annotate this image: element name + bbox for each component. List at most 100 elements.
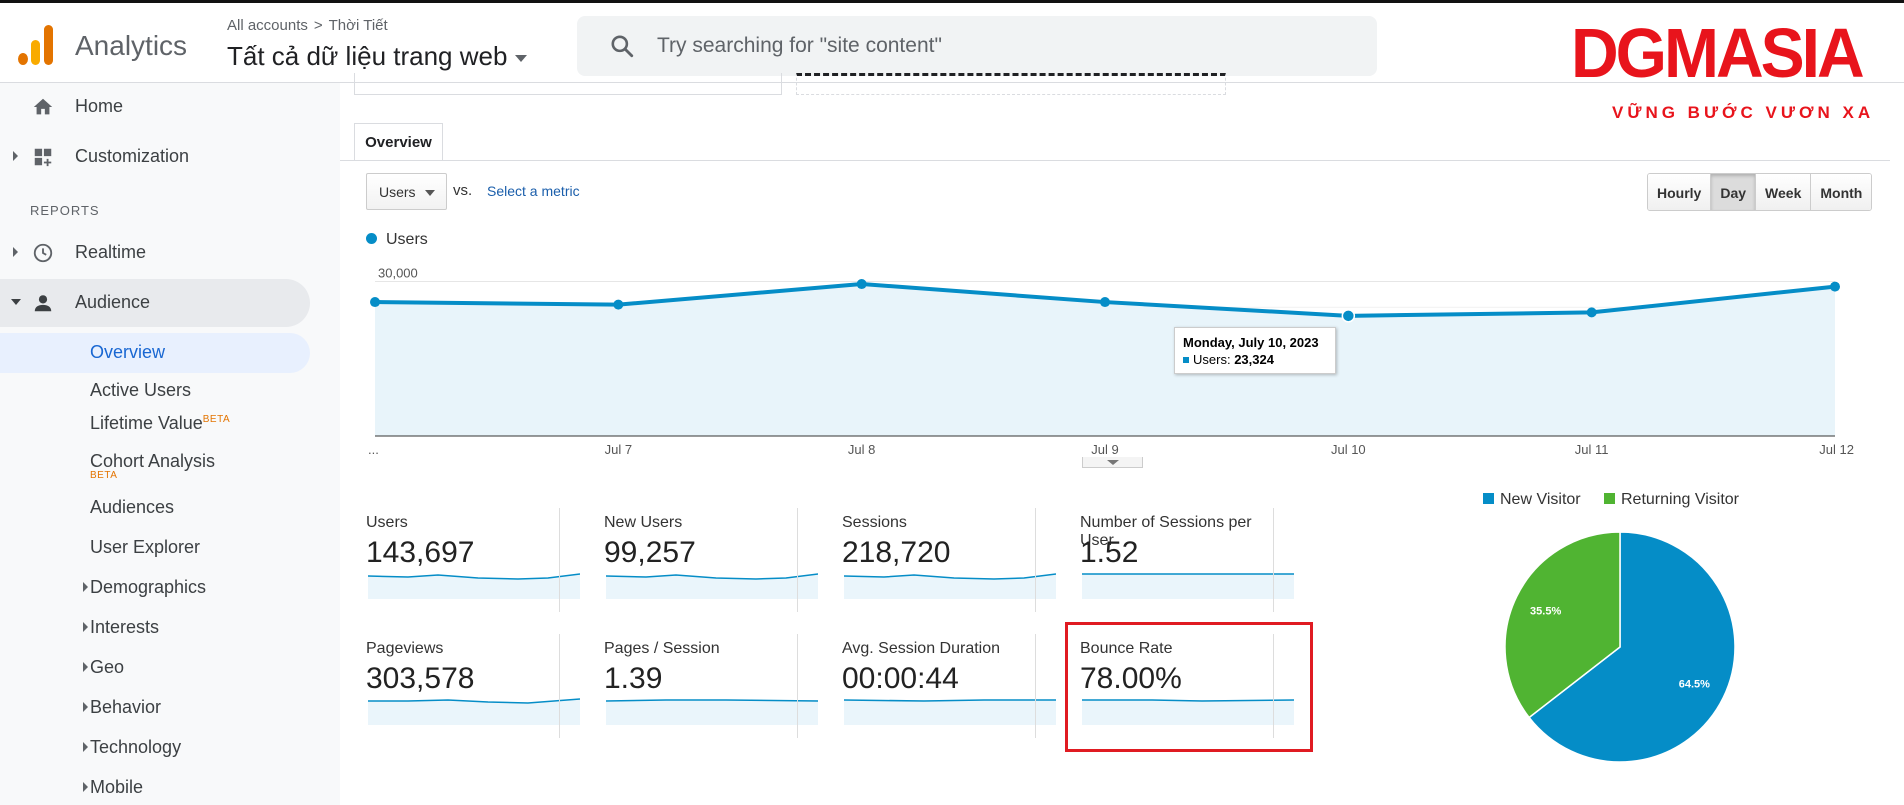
x-tick-label: Jul 10 — [1331, 442, 1366, 457]
analytics-logo-icon[interactable] — [18, 25, 54, 65]
legend-new-visitor: New Visitor — [1483, 491, 1581, 509]
week-button[interactable]: Week — [1756, 174, 1812, 210]
tile-divider — [1035, 634, 1036, 738]
tile-divider — [559, 634, 560, 738]
sidebar-item-cohort-analysis[interactable]: Cohort Analysis BETA — [90, 451, 215, 481]
legend-marker — [366, 233, 377, 244]
data-point — [613, 299, 624, 310]
tooltip-label: Users: — [1193, 352, 1231, 367]
sidebar-item-realtime[interactable]: Realtime — [0, 229, 310, 277]
sidebar-item-label: Interests — [90, 617, 160, 637]
month-button[interactable]: Month — [1811, 174, 1872, 210]
pie-slice — [1504, 531, 1621, 719]
main-content: Overview Users vs. Select a metric Hourl… — [340, 73, 1904, 805]
metric-tile-sessions-per-user[interactable]: Number of Sessions per User 1.52 — [1054, 508, 1294, 612]
metric-value: 1.39 — [604, 662, 663, 695]
sparkline — [368, 698, 580, 725]
sidebar-item-interests[interactable]: Interests — [83, 617, 160, 638]
audience-highlight — [0, 279, 310, 327]
metric-title: Number of Sessions per User — [1080, 514, 1252, 549]
sidebar-item-audiences[interactable]: Audiences — [90, 497, 175, 517]
metric-title: Pages / Session — [604, 640, 720, 657]
sidebar-item-home[interactable]: Home — [0, 83, 310, 131]
brand-tagline: VỮNG BƯỚC VƯƠN XA — [1612, 103, 1875, 122]
visitor-pie-chart[interactable]: 64.5% 35.5% — [1500, 530, 1740, 770]
legend-returning-visitor: Returning Visitor — [1604, 491, 1739, 509]
metric-tile-sessions[interactable]: Sessions 218,720 — [816, 508, 1056, 612]
sidebar-item-label: Audience — [75, 292, 151, 312]
data-point — [856, 279, 867, 290]
sidebar-item-mobile[interactable]: Mobile — [83, 777, 143, 798]
sidebar-item-label: Home — [75, 96, 124, 116]
chart-tooltip: Monday, July 10, 2023 Users: 23,324 — [1174, 327, 1336, 374]
sidebar-item-demographics[interactable]: Demographics — [83, 577, 207, 598]
tile-divider — [797, 634, 798, 738]
metric-dropdown[interactable]: Users — [366, 173, 447, 210]
metric-value: 99,257 — [604, 536, 696, 569]
chevron-down-icon — [425, 190, 435, 196]
beta-badge: BETA — [202, 414, 231, 425]
metric-title: Pageviews — [366, 640, 444, 657]
sidebar-item-user-explorer[interactable]: User Explorer — [90, 537, 201, 557]
search-bar[interactable]: Try searching for "site content" — [577, 16, 1377, 76]
breadcrumb-root[interactable]: All accounts — [227, 17, 308, 34]
sidebar-item-label: Lifetime Value — [90, 413, 203, 433]
x-tick-label: ... — [368, 442, 379, 457]
metric-tile-avg-session-duration[interactable]: Avg. Session Duration 00:00:44 — [816, 634, 1056, 738]
sidebar-item-audience[interactable]: Audience — [0, 279, 310, 327]
legend-label: New Visitor — [1500, 491, 1581, 508]
breadcrumb[interactable]: All accounts > Thời Tiết — [227, 17, 388, 34]
top-bar: Analytics All accounts > Thời Tiết Tất cả … — [0, 0, 1904, 122]
chevron-right-icon — [83, 622, 88, 632]
chevron-right-icon — [83, 582, 88, 592]
sparkline — [1082, 699, 1294, 725]
collapse-chart-button[interactable] — [1082, 457, 1143, 468]
metric-tile-new-users[interactable]: New Users 99,257 — [578, 508, 818, 612]
add-segment-card[interactable] — [796, 73, 1226, 95]
tile-divider — [1273, 634, 1274, 738]
metric-tile-pages-per-session[interactable]: Pages / Session 1.39 — [578, 634, 818, 738]
select-metric-link[interactable]: Select a metric — [487, 183, 580, 199]
x-tick-label: Jul 9 — [1091, 442, 1118, 457]
metric-title: Sessions — [842, 514, 907, 531]
brand-watermark: DGMASIA VỮNG BƯỚC VƯƠN XA — [1565, 11, 1900, 131]
sidebar-item-technology[interactable]: Technology — [83, 737, 181, 758]
sidebar-item-behavior[interactable]: Behavior — [83, 697, 161, 718]
data-point — [1341, 309, 1356, 323]
metric-tile-bounce-rate[interactable]: Bounce Rate 78.00% — [1054, 634, 1294, 738]
hourly-button[interactable]: Hourly — [1648, 174, 1712, 210]
x-tick-label: Jul 7 — [605, 442, 632, 457]
person-icon — [34, 295, 52, 312]
sparkline — [368, 573, 580, 599]
sidebar-item-label: Demographics — [90, 577, 207, 597]
property-name: Tất cả dữ liệu trang web — [227, 41, 508, 71]
segment-card[interactable] — [354, 73, 782, 95]
metric-value: 1.52 — [1080, 536, 1139, 569]
tab-overview[interactable]: Overview — [354, 123, 443, 161]
metric-value: 303,578 — [366, 662, 475, 695]
metric-title: New Users — [604, 514, 683, 531]
sparkline — [844, 573, 1056, 599]
bounce-rate-highlight-box — [1065, 622, 1313, 752]
sparkline — [606, 699, 818, 725]
reports-heading: REPORTS — [30, 203, 100, 218]
vs-label: vs. — [453, 182, 473, 199]
metric-title: Bounce Rate — [1080, 640, 1173, 657]
sidebar-item-active-users[interactable]: Active Users — [90, 380, 192, 400]
granularity-toggle: Hourly Day Week Month — [1647, 173, 1873, 211]
metric-tile-pageviews[interactable]: Pageviews 303,578 — [340, 634, 580, 738]
metric-title: Avg. Session Duration — [842, 640, 1001, 657]
sidebar-item-lifetime-value[interactable]: Lifetime ValueBETA — [90, 413, 230, 434]
sidebar-item-customization[interactable]: Customization — [0, 133, 310, 181]
breadcrumb-account[interactable]: Thời Tiết — [328, 17, 388, 34]
tile-divider — [1273, 508, 1274, 612]
clock-icon — [33, 243, 53, 263]
sidebar-item-overview[interactable]: Overview — [0, 333, 310, 373]
property-selector[interactable]: Tất cả dữ liệu trang web — [227, 41, 528, 72]
sidebar-item-geo[interactable]: Geo — [83, 657, 125, 678]
app-name[interactable]: Analytics — [75, 30, 188, 61]
sidebar-item-label: Geo — [90, 657, 125, 677]
metric-tile-users[interactable]: Users 143,697 — [340, 508, 580, 612]
day-button[interactable]: Day — [1711, 174, 1757, 210]
